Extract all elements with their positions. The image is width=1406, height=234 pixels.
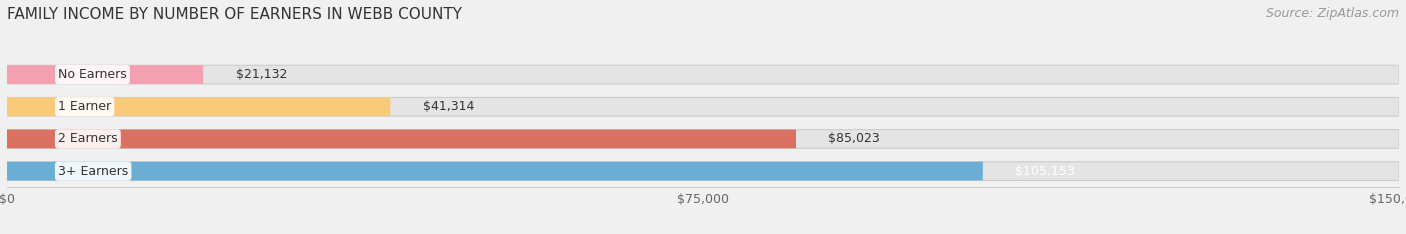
Text: Source: ZipAtlas.com: Source: ZipAtlas.com [1265, 7, 1399, 20]
Text: $85,023: $85,023 [828, 132, 880, 146]
FancyBboxPatch shape [7, 97, 391, 116]
Text: $21,132: $21,132 [236, 68, 287, 81]
Text: $41,314: $41,314 [423, 100, 474, 113]
FancyBboxPatch shape [7, 65, 202, 84]
Text: 3+ Earners: 3+ Earners [58, 165, 128, 178]
FancyBboxPatch shape [7, 130, 796, 148]
FancyBboxPatch shape [7, 65, 1399, 84]
Text: 2 Earners: 2 Earners [58, 132, 118, 146]
FancyBboxPatch shape [7, 130, 1399, 148]
FancyBboxPatch shape [7, 162, 1399, 180]
Text: 1 Earner: 1 Earner [58, 100, 111, 113]
Text: $105,153: $105,153 [1015, 165, 1076, 178]
Text: No Earners: No Earners [58, 68, 127, 81]
FancyBboxPatch shape [7, 162, 983, 180]
FancyBboxPatch shape [7, 97, 1399, 116]
Text: FAMILY INCOME BY NUMBER OF EARNERS IN WEBB COUNTY: FAMILY INCOME BY NUMBER OF EARNERS IN WE… [7, 7, 463, 22]
